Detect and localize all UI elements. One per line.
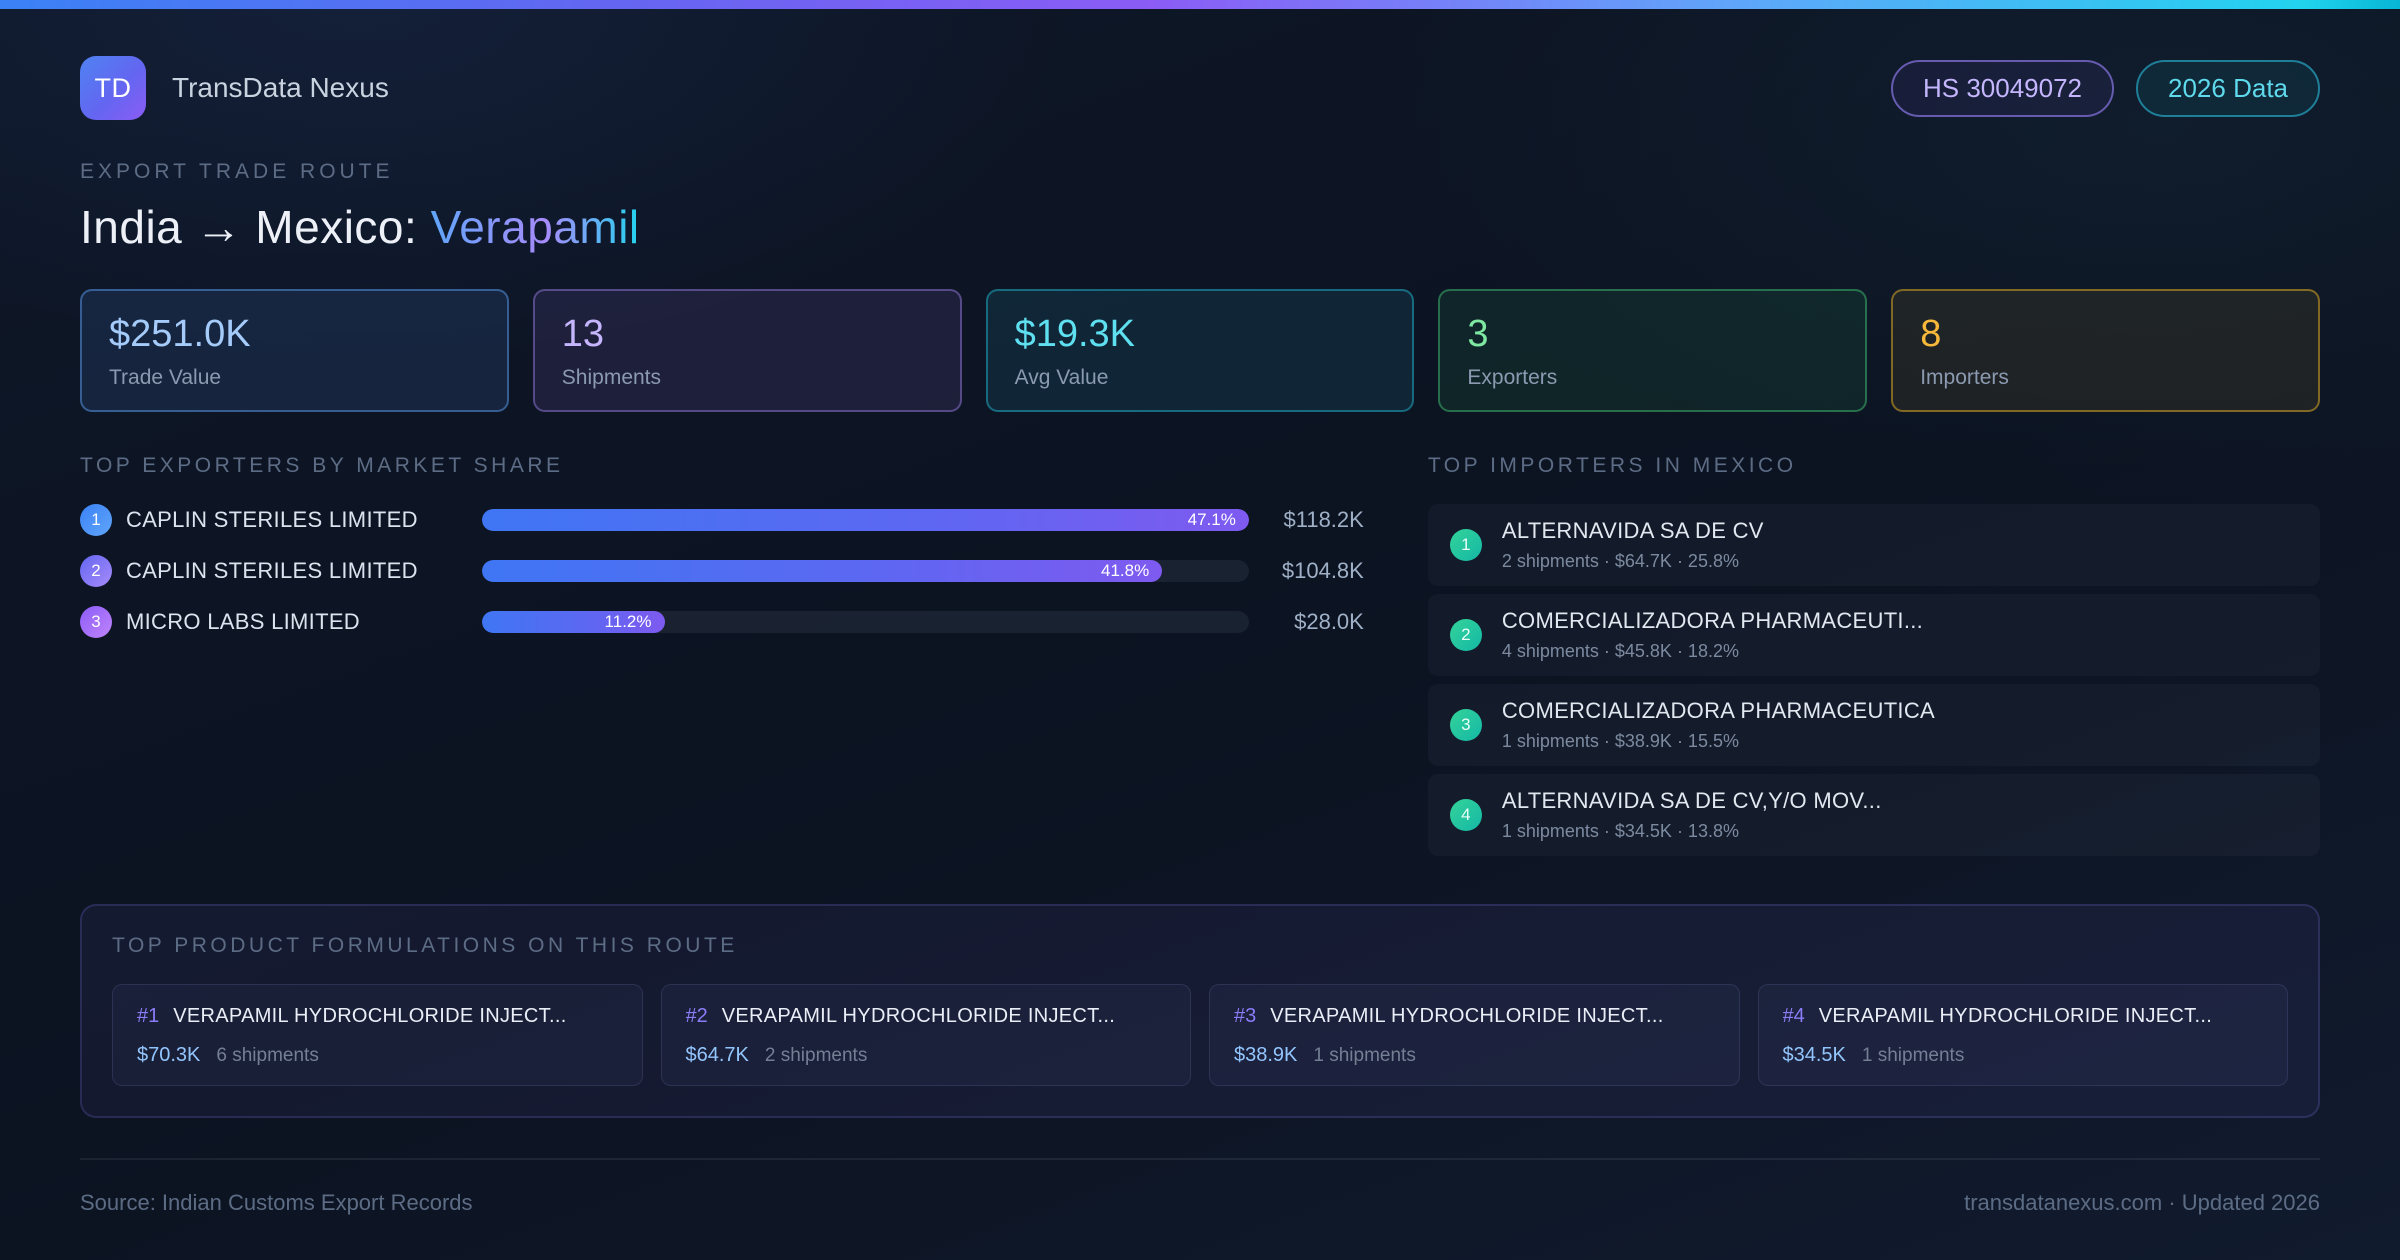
stat-label: Trade Value <box>109 366 222 389</box>
market-share-bar-fill: 41.8% <box>482 560 1163 582</box>
product-card[interactable]: #2 VERAPAMIL HYDROCHLORIDE INJECT... $64… <box>660 984 1191 1086</box>
stat-value: $251.0K <box>109 313 251 355</box>
stat-value: 3 <box>1467 313 1489 355</box>
stat-card-exporters: 3 Exporters <box>1438 289 1868 412</box>
footer: Source: Indian Customs Export Records tr… <box>80 1158 2320 1216</box>
importer-name: COMERCIALIZADORA PHARMACEUTI... <box>1501 608 1924 633</box>
hs-code-badge[interactable]: HS 30049072 <box>1890 59 2115 117</box>
stat-card-shipments: 13 Shipments <box>532 289 962 412</box>
route-eyebrow: EXPORT TRADE ROUTE <box>80 160 394 183</box>
products-cards: #1 VERAPAMIL HYDROCHLORIDE INJECT... $70… <box>112 984 2288 1086</box>
exporter-row[interactable]: 2 CAPLIN STERILES LIMITED 41.8% $104.8K <box>80 555 1364 587</box>
exporter-row[interactable]: 3 MICRO LABS LIMITED 11.2% $28.0K <box>80 606 1364 638</box>
rank-badge: 2 <box>1449 619 1482 651</box>
importer-row[interactable]: 2 COMERCIALIZADORA PHARMACEUTI... 4 ship… <box>1427 594 2320 676</box>
stat-value: 13 <box>561 313 605 355</box>
main-content: TOP EXPORTERS BY MARKET SHARE 1 CAPLIN S… <box>80 454 2320 864</box>
footer-site: transdatanexus.com · Updated 2026 <box>1964 1190 2320 1215</box>
importer-meta: 2 shipments · $64.7K · 25.8% <box>1501 551 1739 571</box>
exporter-value: $118.2K <box>1283 507 1364 532</box>
product-shipments: 1 shipments <box>1861 1045 1965 1066</box>
product-rank: #2 <box>685 1005 708 1027</box>
product-card[interactable]: #3 VERAPAMIL HYDROCHLORIDE INJECT... $38… <box>1209 984 1740 1086</box>
product-value: $70.3K <box>137 1044 201 1066</box>
header: TD TransData Nexus HS 30049072 2026 Data <box>80 56 2320 120</box>
importer-meta: 1 shipments · $38.9K · 15.5% <box>1501 731 1739 751</box>
exporters-section: TOP EXPORTERS BY MARKET SHARE 1 CAPLIN S… <box>80 454 1364 864</box>
stat-value: $19.3K <box>1014 313 1136 355</box>
rank-badge: 1 <box>80 504 112 536</box>
product-card[interactable]: #1 VERAPAMIL HYDROCHLORIDE INJECT... $70… <box>112 984 643 1086</box>
market-share-bar-fill: 11.2% <box>482 611 665 633</box>
importer-name: COMERCIALIZADORA PHARMACEUTICA <box>1501 698 1936 723</box>
market-share-bar-fill: 47.1% <box>482 509 1249 531</box>
importers-section: TOP IMPORTERS IN MEXICO 1 ALTERNAVIDA SA… <box>1427 454 2320 864</box>
route-title-prefix: India → Mexico: <box>80 201 431 253</box>
product-rank: #3 <box>1234 1005 1257 1027</box>
market-share-percent: 11.2% <box>604 612 652 631</box>
brand-name: TransData Nexus <box>172 72 389 103</box>
brand[interactable]: TD TransData Nexus <box>80 56 389 120</box>
rank-badge: 1 <box>1449 529 1482 561</box>
market-share-percent: 47.1% <box>1187 510 1236 529</box>
market-share-bar-track: 47.1% <box>482 509 1249 531</box>
importers-heading: TOP IMPORTERS IN MEXICO <box>1427 454 1797 477</box>
importer-name: ALTERNAVIDA SA DE CV <box>1501 518 1764 543</box>
product-shipments: 1 shipments <box>1313 1045 1416 1066</box>
exporter-value: $104.8K <box>1281 558 1364 583</box>
footer-source: Source: Indian Customs Export Records <box>80 1190 473 1215</box>
product-name: VERAPAMIL HYDROCHLORIDE INJECT... <box>1270 1005 1664 1027</box>
importer-row[interactable]: 3 COMERCIALIZADORA PHARMACEUTICA 1 shipm… <box>1427 684 2320 766</box>
stat-label: Avg Value <box>1014 366 1109 389</box>
exporter-value: $28.0K <box>1294 609 1364 634</box>
page-title: India → Mexico: Verapamil <box>80 200 2320 254</box>
importer-meta: 4 shipments · $45.8K · 18.2% <box>1501 641 1739 661</box>
stat-card-importers: 8 Importers <box>1891 289 2320 412</box>
stat-card-avg-value: $19.3K Avg Value <box>985 289 1415 412</box>
exporters-heading: TOP EXPORTERS BY MARKET SHARE <box>80 454 564 477</box>
exporter-row[interactable]: 1 CAPLIN STERILES LIMITED 47.1% $118.2K <box>80 504 1364 536</box>
exporter-name: CAPLIN STERILES LIMITED <box>126 507 418 532</box>
page-container: TD TransData Nexus HS 30049072 2026 Data… <box>0 56 2400 1216</box>
header-badges: HS 30049072 2026 Data <box>1890 59 2320 117</box>
stats-row: $251.0K Trade Value 13 Shipments $19.3K … <box>80 289 2320 412</box>
brand-logo-icon: TD <box>80 56 146 120</box>
product-shipments: 2 shipments <box>764 1045 868 1066</box>
exporter-name: MICRO LABS LIMITED <box>126 609 360 634</box>
importer-row[interactable]: 1 ALTERNAVIDA SA DE CV 2 shipments · $64… <box>1427 504 2320 586</box>
route-title-product: Verapamil <box>430 201 640 253</box>
rank-badge: 4 <box>1449 799 1482 831</box>
top-accent-strip <box>0 0 2400 9</box>
product-value: $38.9K <box>1234 1044 1298 1066</box>
stat-label: Importers <box>1920 366 2009 389</box>
importer-name: ALTERNAVIDA SA DE CV,Y/O MOV... <box>1501 788 1882 813</box>
stat-label: Exporters <box>1467 366 1558 389</box>
stat-label: Shipments <box>561 366 662 389</box>
product-name: VERAPAMIL HYDROCHLORIDE INJECT... <box>173 1005 567 1027</box>
market-share-bar-track: 41.8% <box>482 560 1249 582</box>
product-name: VERAPAMIL HYDROCHLORIDE INJECT... <box>721 1005 1116 1027</box>
products-heading: TOP PRODUCT FORMULATIONS ON THIS ROUTE <box>112 934 738 957</box>
product-value: $64.7K <box>685 1044 749 1066</box>
market-share-bar-track: 11.2% <box>482 611 1249 633</box>
importer-row[interactable]: 4 ALTERNAVIDA SA DE CV,Y/O MOV... 1 ship… <box>1427 774 2320 856</box>
product-card[interactable]: #4 VERAPAMIL HYDROCHLORIDE INJECT... $34… <box>1757 984 2288 1086</box>
exporter-name: CAPLIN STERILES LIMITED <box>126 558 418 583</box>
products-panel: TOP PRODUCT FORMULATIONS ON THIS ROUTE #… <box>80 904 2320 1118</box>
stat-card-trade-value: $251.0K Trade Value <box>80 289 509 412</box>
data-year-badge[interactable]: 2026 Data <box>2136 59 2320 117</box>
importer-meta: 1 shipments · $34.5K · 13.8% <box>1501 821 1739 841</box>
product-rank: #1 <box>137 1005 160 1027</box>
rank-badge: 2 <box>80 555 112 587</box>
market-share-percent: 41.8% <box>1100 561 1150 580</box>
rank-badge: 3 <box>1449 709 1482 741</box>
rank-badge: 3 <box>80 606 112 638</box>
stat-value: 8 <box>1920 313 1942 355</box>
product-value: $34.5K <box>1782 1044 1846 1066</box>
product-rank: #4 <box>1782 1005 1805 1027</box>
product-name: VERAPAMIL HYDROCHLORIDE INJECT... <box>1818 1005 2213 1027</box>
product-shipments: 6 shipments <box>216 1045 319 1066</box>
